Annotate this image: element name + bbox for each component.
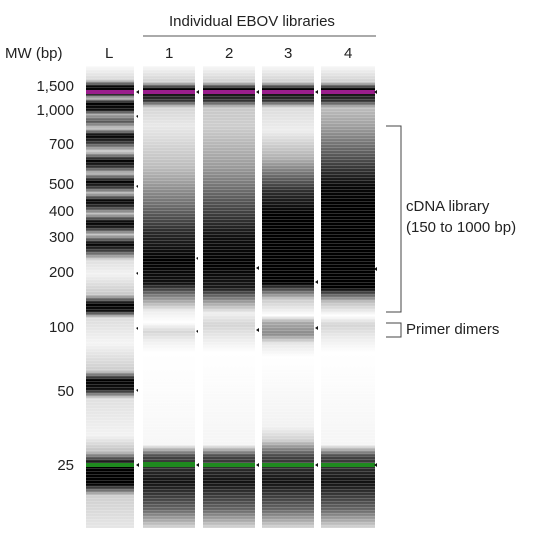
- lane-1: [143, 66, 195, 528]
- mw-axis-label: MW (bp): [5, 45, 63, 62]
- lane-label-ladder: L: [105, 45, 114, 62]
- lower-marker-bands: [86, 462, 375, 467]
- mw-label-200: 200: [48, 264, 74, 281]
- primer-dimers-annotation: Primer dimers: [406, 321, 500, 338]
- mw-label-50: 50: [57, 383, 74, 400]
- mw-label-400: 400: [48, 203, 74, 220]
- lower-marker-ladder: [86, 463, 134, 467]
- lane-label-1: 1: [165, 45, 174, 62]
- upper-marker-lane4: [321, 90, 375, 94]
- lower-marker-lane2: [203, 463, 255, 467]
- library-annotation-line2: (150 to 1000 bp): [406, 219, 517, 236]
- upper-marker-bands: [86, 90, 375, 94]
- peak-tick-markers: [136, 90, 377, 467]
- lower-marker-lane3: [262, 463, 314, 467]
- lane-4: [321, 66, 375, 528]
- lower-marker-lane1: [143, 462, 195, 467]
- mw-label-700: 700: [48, 136, 74, 153]
- mw-label-500: 500: [48, 176, 74, 193]
- lane-label-2: 2: [225, 45, 234, 62]
- upper-marker-lane1: [143, 90, 195, 94]
- library-bracket: [386, 125, 402, 313]
- primer-dimer-bracket: [386, 322, 402, 338]
- lane-label-4: 4: [344, 45, 353, 62]
- lane-2: [203, 66, 255, 528]
- library-annotation-line1: cDNA library: [406, 198, 490, 215]
- lane-label-3: 3: [284, 45, 293, 62]
- mw-label-100: 100: [48, 319, 74, 336]
- group-title: Individual EBOV libraries: [169, 13, 335, 30]
- upper-marker-lane3: [262, 90, 314, 94]
- mw-label-25: 25: [57, 457, 74, 474]
- lane-3: [262, 66, 314, 528]
- ladder-lane: [86, 66, 134, 528]
- mw-label-1000: 1,000: [36, 102, 74, 119]
- upper-marker-lane2: [203, 90, 255, 94]
- upper-marker-ladder: [86, 90, 134, 94]
- lower-marker-lane4: [321, 463, 375, 467]
- mw-label-300: 300: [48, 229, 74, 246]
- mw-label-1500: 1,500: [36, 78, 74, 95]
